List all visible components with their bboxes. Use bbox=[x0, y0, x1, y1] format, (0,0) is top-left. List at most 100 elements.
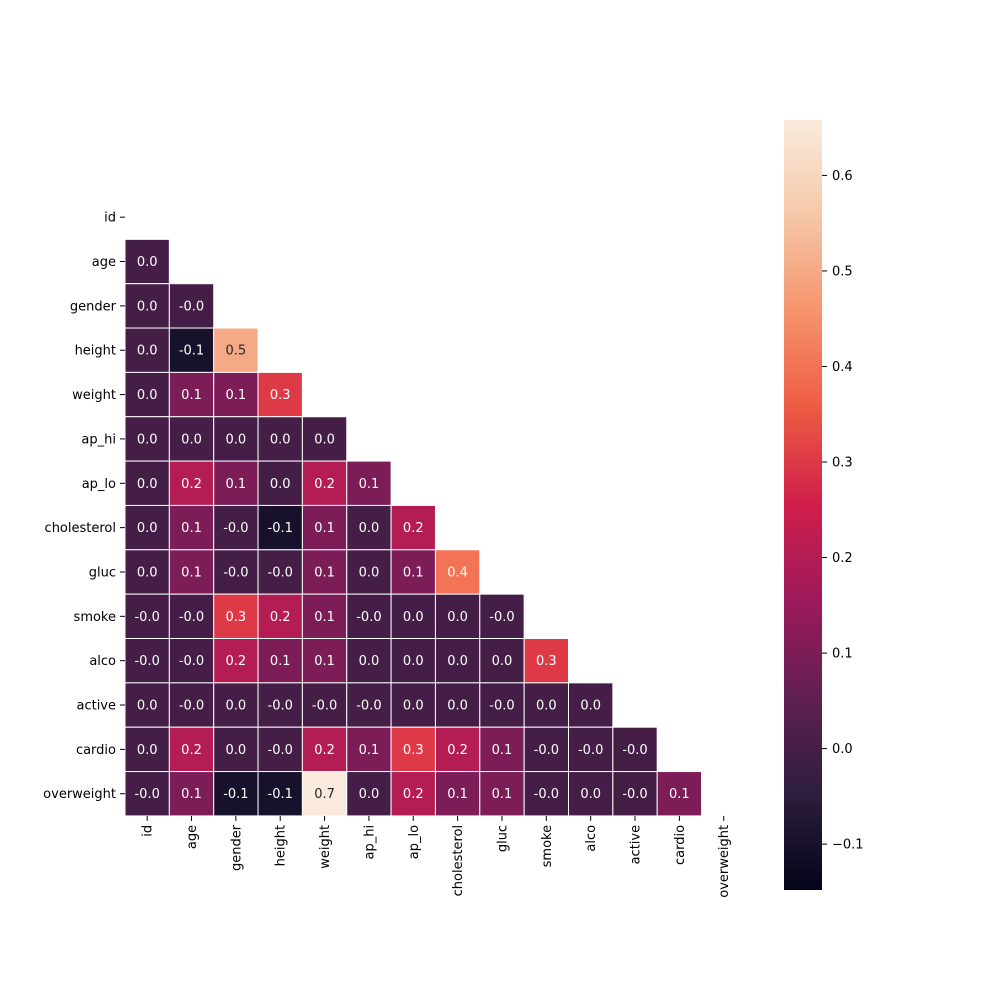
heatmap-cell-alco-cholesterol bbox=[434, 638, 481, 684]
cell-value-label: -0.0 bbox=[534, 743, 559, 758]
y-tick-label: ap_hi bbox=[81, 432, 116, 447]
cell-value-label: 0.2 bbox=[181, 743, 202, 758]
heatmap-cell-alco-smoke bbox=[523, 638, 570, 684]
cell-value-label: -0.0 bbox=[534, 787, 559, 802]
heatmap-cell-gender-id bbox=[124, 283, 170, 329]
cell-value-label: 0.1 bbox=[314, 521, 335, 536]
cell-value-label: -0.0 bbox=[622, 743, 647, 758]
x-tick-label: height bbox=[274, 825, 289, 866]
colorbar-tick-label: 0.0 bbox=[832, 742, 853, 757]
heatmap-cell-height-gender bbox=[213, 327, 259, 373]
heatmap-cell-alco-id bbox=[124, 638, 170, 684]
cell-value-label: 0.1 bbox=[270, 654, 291, 669]
x-tick-label: alco bbox=[584, 825, 599, 852]
heatmap-cell-alco-gluc bbox=[479, 638, 525, 684]
heatmap-cell-cardio-active bbox=[612, 726, 658, 773]
cell-value-label: -0.0 bbox=[489, 699, 514, 714]
heatmap-cell-alco-height bbox=[257, 638, 303, 684]
cell-value-label: 0.2 bbox=[314, 743, 335, 758]
x-axis: id age gender height weight ap_hi ap_lo cholest… bbox=[141, 815, 732, 898]
x-tick-label: id bbox=[141, 825, 156, 837]
cell-value-label: -0.0 bbox=[356, 610, 381, 625]
heatmap-cell-overweight-ap_hi bbox=[346, 771, 392, 817]
heatmap-cell-smoke-gender bbox=[213, 593, 259, 640]
cell-value-label: 0.1 bbox=[359, 743, 380, 758]
heatmap-cell-weight-height bbox=[257, 371, 303, 418]
colorbar-ticks: −0.1 0.0 0.1 0.2 0.3 0.4 0.5 0.6 bbox=[822, 169, 864, 853]
cell-value-label: 0.0 bbox=[403, 699, 424, 714]
cell-value-label: -0.0 bbox=[134, 787, 159, 802]
cell-value-label: 0.2 bbox=[181, 477, 202, 492]
cell-value-label: -0.0 bbox=[489, 610, 514, 625]
heatmap-cell-alco-ap_hi bbox=[346, 638, 392, 684]
heatmap-cell-smoke-gluc bbox=[479, 593, 525, 640]
cell-value-label: 0.0 bbox=[137, 299, 158, 314]
heatmap-cell-cholesterol-age bbox=[168, 504, 215, 551]
heatmap-cell-overweight-weight bbox=[301, 771, 348, 817]
heatmap-cell-cardio-age bbox=[168, 726, 215, 773]
heatmap-cell-cardio-gender bbox=[213, 726, 259, 773]
cell-value-label: -0.1 bbox=[223, 787, 248, 802]
cell-value-label: 0.1 bbox=[181, 787, 202, 802]
heatmap-cell-overweight-cholesterol bbox=[434, 771, 481, 817]
y-tick-label: alco bbox=[89, 654, 116, 669]
cell-value-label: -0.0 bbox=[356, 699, 381, 714]
cell-value-label: 0.1 bbox=[314, 565, 335, 580]
cell-value-label: 0.0 bbox=[536, 699, 557, 714]
x-tick-label: active bbox=[629, 825, 644, 865]
cell-value-label: -0.0 bbox=[268, 743, 293, 758]
y-axis: id age gender height weight ap_hi ap_locholest… bbox=[43, 211, 125, 802]
cell-value-label: -0.0 bbox=[179, 699, 204, 714]
y-tick-label: cholesterol bbox=[45, 521, 116, 536]
heatmap-cell-smoke-height bbox=[257, 593, 303, 640]
cell-value-label: -0.0 bbox=[578, 743, 603, 758]
heatmap-cell-overweight-gender bbox=[213, 771, 259, 817]
heatmap-cell-cardio-ap_hi bbox=[346, 726, 392, 773]
cell-value-label: 0.1 bbox=[403, 565, 424, 580]
cell-value-label: 0.2 bbox=[447, 743, 468, 758]
heatmap-cell-overweight-gluc bbox=[479, 771, 525, 817]
cell-value-label: 0.2 bbox=[270, 610, 291, 625]
y-tick-label: active bbox=[76, 699, 116, 714]
heatmap-cell-ap_hi-height bbox=[257, 416, 303, 462]
x-tick-label: age bbox=[185, 825, 200, 849]
cell-value-label: -0.0 bbox=[312, 699, 337, 714]
heatmap-cell-overweight-alco bbox=[568, 771, 614, 817]
heatmap-cell-cardio-smoke bbox=[523, 726, 570, 773]
x-tick-label: gluc bbox=[495, 825, 510, 852]
cell-value-label: 0.3 bbox=[536, 654, 557, 669]
heatmap-cell-cholesterol-ap_hi bbox=[346, 504, 392, 551]
heatmap-cell-ap_lo-gender bbox=[213, 460, 259, 506]
heatmap-cell-gluc-cholesterol bbox=[434, 549, 481, 595]
heatmap-cell-ap_lo-weight bbox=[301, 460, 348, 506]
cell-value-label: 0.0 bbox=[359, 787, 380, 802]
colorbar-tick-label: 0.1 bbox=[832, 647, 853, 662]
colorbar-tick-label: 0.4 bbox=[832, 360, 853, 375]
x-tick-label: ap_lo bbox=[407, 825, 422, 859]
y-tick-label: smoke bbox=[74, 610, 116, 625]
cell-value-label: 0.0 bbox=[580, 787, 601, 802]
heatmap-cell-smoke-ap_lo bbox=[390, 593, 436, 640]
cell-value-label: 0.1 bbox=[359, 477, 380, 492]
cell-value-label: -0.1 bbox=[268, 787, 293, 802]
heatmap-cell-cardio-ap_lo bbox=[390, 726, 436, 773]
x-tick-label: cholesterol bbox=[451, 825, 466, 896]
heatmap-cell-weight-age bbox=[168, 371, 215, 418]
cell-value-label: 0.0 bbox=[270, 432, 291, 447]
cell-value-label: 0.1 bbox=[447, 787, 468, 802]
cell-value-label: 0.0 bbox=[137, 565, 158, 580]
y-tick-label: height bbox=[75, 344, 116, 359]
cell-value-label: 0.2 bbox=[226, 654, 247, 669]
heatmap-cell-alco-age bbox=[168, 638, 215, 684]
cell-value-label: 0.7 bbox=[314, 787, 335, 802]
heatmap-cell-ap_lo-ap_hi bbox=[346, 460, 392, 506]
heatmap-cell-overweight-cardio bbox=[656, 771, 703, 817]
heatmap-cell-overweight-smoke bbox=[523, 771, 570, 817]
y-tick-label: overweight bbox=[43, 787, 116, 802]
heatmap-cell-active-alco bbox=[568, 682, 614, 728]
cell-value-label: 0.0 bbox=[492, 654, 513, 669]
heatmap-cell-smoke-id bbox=[124, 593, 170, 640]
cell-value-label: 0.0 bbox=[137, 255, 158, 270]
heatmap-cell-cardio-alco bbox=[568, 726, 614, 773]
